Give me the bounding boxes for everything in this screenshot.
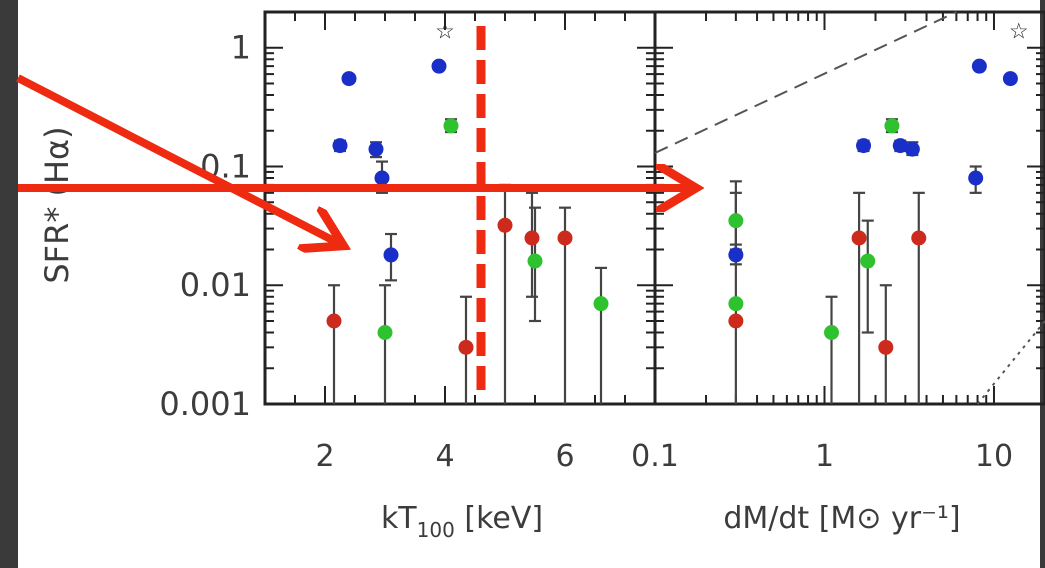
data-point (341, 71, 357, 87)
x-tick-label-right: 0.1 (631, 439, 679, 474)
data-point (383, 247, 399, 263)
data-point (443, 118, 459, 134)
data-point (728, 296, 744, 312)
data-point (497, 217, 513, 233)
y-tick-label: 0.01 (180, 266, 251, 304)
plot-frame-right (653, 10, 1045, 406)
data-point (458, 339, 474, 355)
data-point (524, 230, 540, 246)
data-point (911, 230, 927, 246)
panel-right: 0.1 1 10 ☆ (631, 10, 1045, 474)
reference-line-dashed (654, 11, 957, 154)
data-point (377, 325, 393, 341)
x-tick-label-right: 1 (815, 439, 834, 474)
data-point (332, 138, 348, 154)
star-marker: ☆ (1009, 19, 1029, 44)
x-tick-label-right: 10 (975, 439, 1013, 474)
slide-edge (1040, 0, 1045, 568)
data-point (557, 230, 573, 246)
data-point (860, 253, 876, 269)
y-axis-label: SFR* (Hα) (38, 126, 76, 283)
data-point (728, 213, 744, 229)
data-point (593, 296, 609, 312)
x-axis-label-left: kT100 [keV] (381, 501, 543, 542)
data-point (856, 138, 872, 154)
star-marker: ☆ (435, 19, 455, 44)
y-tick-label: 1 (231, 29, 251, 67)
data-point (374, 170, 390, 186)
data-point (326, 313, 342, 329)
data-point (431, 58, 447, 74)
data-point (728, 313, 744, 329)
reference-line-dotted (976, 320, 1045, 405)
data-point (884, 118, 900, 134)
data-point (824, 325, 840, 341)
annotation-layer (16, 26, 692, 392)
y-tick-label: 0.001 (159, 385, 251, 423)
data-point (892, 138, 908, 154)
data-point (968, 170, 984, 186)
data-point (1002, 71, 1018, 87)
annotation-diagonal-arrow (16, 74, 340, 244)
data-point (851, 230, 867, 246)
x-axis-label-right: dM/dt [M⊙ yr⁻¹] (723, 501, 960, 536)
data-point (878, 339, 894, 355)
data-point (728, 247, 744, 263)
x-tick-label-left: 2 (315, 439, 334, 474)
data-point (527, 253, 543, 269)
x-tick-label-left: 6 (555, 439, 574, 474)
data-point (971, 58, 987, 74)
data-point (368, 141, 384, 157)
data-point (904, 141, 920, 157)
x-tick-label-left: 4 (435, 439, 454, 474)
